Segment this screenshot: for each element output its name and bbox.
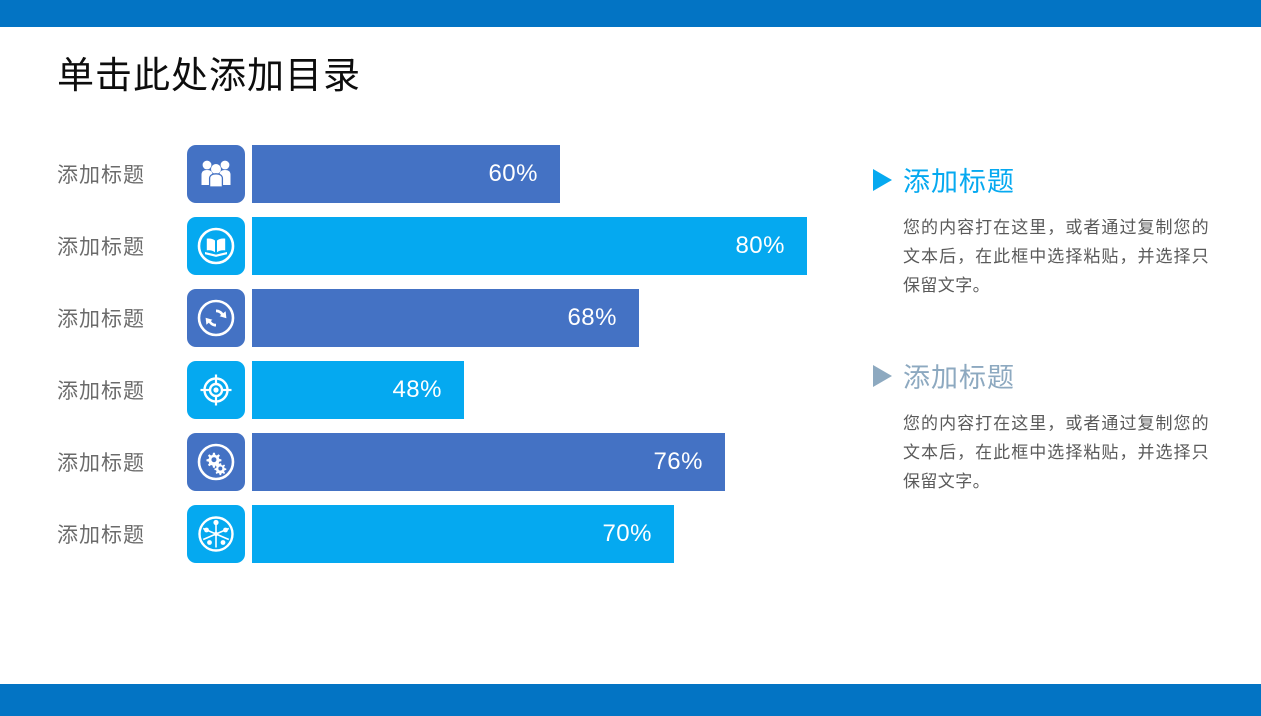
side-heading-row: 添加标题 [873,160,1213,199]
target-crosshair-icon [187,361,245,419]
row-label: 添加标题 [57,164,145,187]
bar-chart: 添加标题 60% 添加标题 [57,145,857,577]
bar-value-label: 76% [653,448,703,475]
chart-row: 添加标题 60% [57,145,857,203]
side-heading-text: 添加标题 [903,167,1015,197]
network-globe-icon [187,505,245,563]
bar-fill: 70% [252,505,674,563]
chart-row: 添加标题 80% [57,217,857,275]
gears-icon [187,433,245,491]
row-label: 添加标题 [57,380,145,403]
page-title: 单击此处添加目录 [57,55,361,96]
side-heading-text: 添加标题 [903,363,1015,393]
chart-row: 添加标题 70% [57,505,857,563]
side-block: 添加标题 您的内容打在这里，或者通过复制您的文本后，在此框中选择粘贴，并选择只保… [873,356,1213,496]
side-block: 添加标题 您的内容打在这里，或者通过复制您的文本后，在此框中选择粘贴，并选择只保… [873,160,1213,300]
row-label: 添加标题 [57,452,145,475]
triangle-bullet-icon [873,364,892,387]
side-body-text: 您的内容打在这里，或者通过复制您的文本后，在此框中选择粘贴，并选择只保留文字。 [903,414,1209,491]
row-label: 添加标题 [57,524,145,547]
chart-row: 添加标题 76% [57,433,857,491]
bar-fill: 48% [252,361,464,419]
side-panel: 添加标题 您的内容打在这里，或者通过复制您的文本后，在此框中选择粘贴，并选择只保… [873,160,1213,546]
bar-fill: 76% [252,433,725,491]
bar-value-label: 48% [392,376,442,403]
side-heading-row: 添加标题 [873,356,1213,395]
bottom-accent-band [0,684,1261,716]
row-label: 添加标题 [57,308,145,331]
people-group-icon [187,145,245,203]
chart-row: 添加标题 68% [57,289,857,347]
bar-fill: 80% [252,217,807,275]
top-accent-band [0,0,1261,27]
bar-value-label: 80% [735,232,785,259]
side-body-text: 您的内容打在这里，或者通过复制您的文本后，在此框中选择粘贴，并选择只保留文字。 [903,218,1209,295]
bar-fill: 68% [252,289,639,347]
triangle-bullet-icon [873,168,892,191]
bar-value-label: 60% [488,160,538,187]
open-book-icon [187,217,245,275]
bar-value-label: 70% [602,520,652,547]
bar-fill: 60% [252,145,560,203]
chart-row: 添加标题 48% [57,361,857,419]
refresh-cycle-icon [187,289,245,347]
row-label: 添加标题 [57,236,145,259]
bar-value-label: 68% [567,304,617,331]
